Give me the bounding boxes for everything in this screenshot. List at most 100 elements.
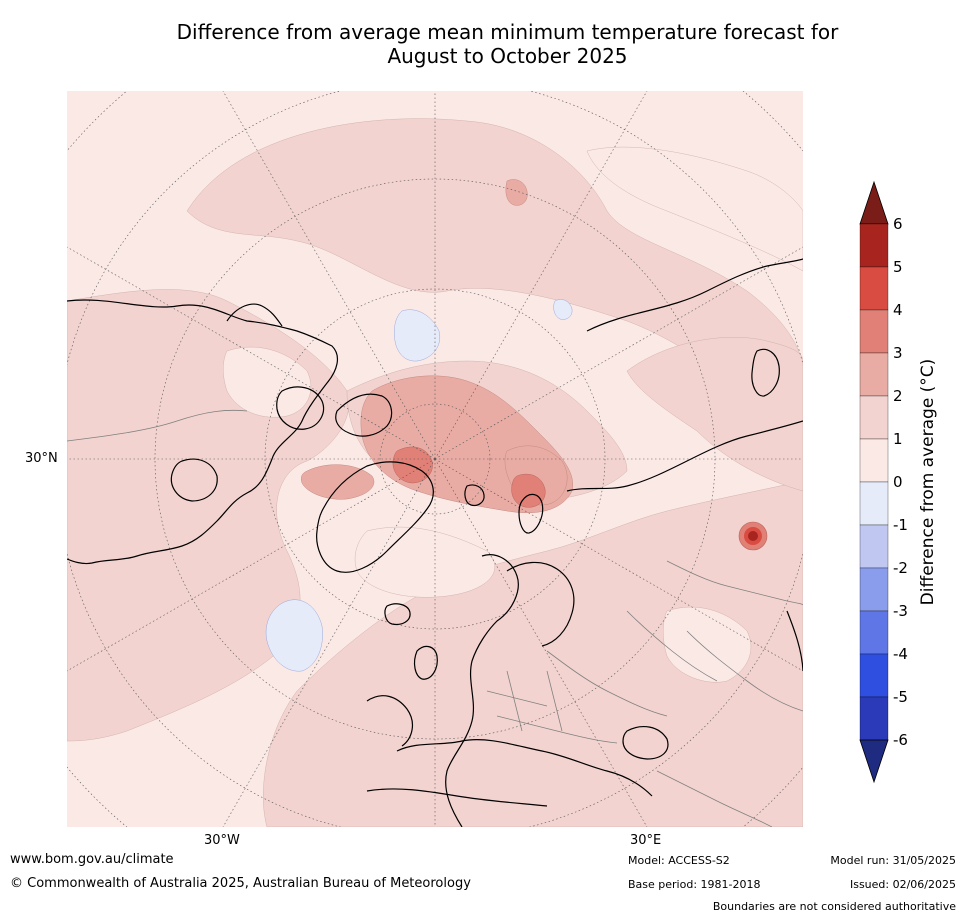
anomaly-0-1-asia-patch — [663, 606, 752, 683]
hotspot-inner — [748, 531, 758, 541]
border-china-mongolia — [686, 630, 803, 712]
lon-label-30e: 30°E — [630, 833, 662, 848]
footer-base-period: Base period: 1981-2018 — [628, 878, 761, 891]
map-title: Difference from average mean minimum tem… — [0, 20, 965, 68]
footer-copyright: © Commonwealth of Australia 2025, Austra… — [10, 876, 471, 891]
colorbar-band — [859, 266, 889, 311]
colorbar-tick-label: -5 — [893, 688, 908, 706]
coastline-svalbard — [464, 484, 485, 507]
colorbar-band — [859, 524, 889, 569]
colorbar-band — [859, 610, 889, 655]
coastline-scandinavia — [506, 561, 575, 647]
border-russia-west — [546, 650, 668, 717]
anomaly-1-2-siberia — [626, 337, 803, 492]
polar-map — [67, 91, 803, 827]
colorbar-label: Difference from average (°C) — [918, 358, 938, 606]
colorbar-band — [859, 653, 889, 698]
anomaly-0-1-pacific-patch — [586, 146, 803, 272]
coastline-black-caspian — [622, 725, 669, 760]
meridian-120w — [67, 246, 436, 460]
anomaly-3-4-taymyr — [511, 473, 546, 508]
meridian-30w — [222, 458, 436, 827]
colorbar-tick-label: 4 — [893, 301, 903, 319]
colorbar — [859, 180, 889, 784]
colorbar-band — [859, 352, 889, 397]
coastline-arctic-islands — [335, 393, 393, 437]
anomaly-neg-beaufort — [394, 309, 441, 362]
meridian-150w — [222, 91, 436, 460]
coastline-greenland — [316, 461, 434, 573]
border-europe-1 — [486, 690, 548, 707]
colorbar-tick-label: -2 — [893, 559, 908, 577]
border-europe-4 — [546, 670, 563, 732]
border-middle-east — [656, 770, 773, 827]
anomaly-2-3-pacific-spot — [505, 179, 528, 206]
colorbar-tick-label: 6 — [893, 215, 903, 233]
longitude-gridlines — [67, 91, 803, 827]
coastline-novaya-zemlya — [518, 493, 544, 534]
colorbar-band — [859, 567, 889, 612]
map-title-line2: August to October 2025 — [387, 44, 628, 68]
colorbar-tick-label: 3 — [893, 344, 903, 362]
colorbar-over-arrow — [859, 180, 889, 225]
coastline-east-siberia — [586, 258, 803, 332]
meridian-60e — [434, 458, 803, 672]
coastline-alaska — [226, 303, 283, 327]
border-russia-south — [666, 560, 803, 606]
anomaly-2-3-greenland — [300, 464, 375, 500]
lon-label-30w: 30°W — [204, 833, 240, 848]
map-title-line1: Difference from average mean minimum tem… — [176, 20, 839, 44]
anomaly-negative-regions — [265, 299, 573, 672]
colorbar-tick-label: -4 — [893, 645, 908, 663]
coastline-british-isles — [413, 645, 438, 680]
coastline-east-asia — [786, 610, 803, 672]
coastline-iceland — [384, 603, 411, 626]
colorbar-tick-label: -3 — [893, 602, 908, 620]
border-europe-2 — [496, 715, 618, 744]
anomaly-0-1-atlantic-patch — [354, 526, 495, 598]
anomaly-3-4-barents — [392, 446, 433, 484]
colorbar-band — [859, 438, 889, 483]
coastline-hudson-bay — [170, 458, 218, 502]
border-europe-3 — [506, 670, 523, 732]
footer-website: www.bom.gov.au/climate — [10, 852, 174, 867]
coastline-europe-west — [366, 695, 414, 747]
anomaly-neg-chukchi — [553, 299, 573, 320]
colorbar-band — [859, 223, 889, 268]
coastline-baffin — [276, 386, 325, 430]
colorbar-tick-label: -1 — [893, 516, 908, 534]
colorbar-tick-label: 2 — [893, 387, 903, 405]
meridian-60w — [67, 458, 436, 672]
anomaly-3-4-regions — [392, 446, 546, 508]
latitude-circle-80 — [379, 403, 491, 515]
coastline-kamchatka — [751, 348, 780, 397]
border-kazakhstan — [626, 610, 718, 682]
anomaly-neg-atlantic — [265, 599, 323, 672]
border-canada-us — [67, 409, 248, 442]
colorbar-tick-label: -6 — [893, 731, 908, 749]
coastline-north-america — [67, 299, 339, 565]
colorbar-under-arrow — [859, 739, 889, 784]
hotspot-marker — [738, 521, 768, 551]
coastlines — [67, 258, 803, 827]
colorbar-tick-label: 5 — [893, 258, 903, 276]
anomaly-0-1-canada-patch — [223, 346, 312, 418]
country-borders — [67, 409, 803, 827]
footer-issued: Issued: 02/06/2025 — [849, 878, 956, 891]
meridian-120e — [434, 246, 803, 460]
coastline-eurasia — [445, 554, 519, 827]
latitude-circle-70 — [264, 288, 606, 630]
colorbar-band — [859, 696, 889, 741]
meridian-150e — [434, 91, 648, 460]
footer-model: Model: ACCESS-S2 — [628, 854, 730, 867]
polar-map-svg — [67, 91, 803, 827]
colorbar-tick-label: 0 — [893, 473, 903, 491]
meridian-30e — [434, 458, 648, 827]
footer-disclaimer: Boundaries are not considered authoritat… — [712, 900, 956, 913]
colorbar-tick-label: 1 — [893, 430, 903, 448]
footer-model-run: Model run: 31/05/2025 — [830, 854, 956, 867]
colorbar-band — [859, 309, 889, 354]
coastline-north-africa — [366, 788, 548, 807]
colorbar-band — [859, 395, 889, 440]
